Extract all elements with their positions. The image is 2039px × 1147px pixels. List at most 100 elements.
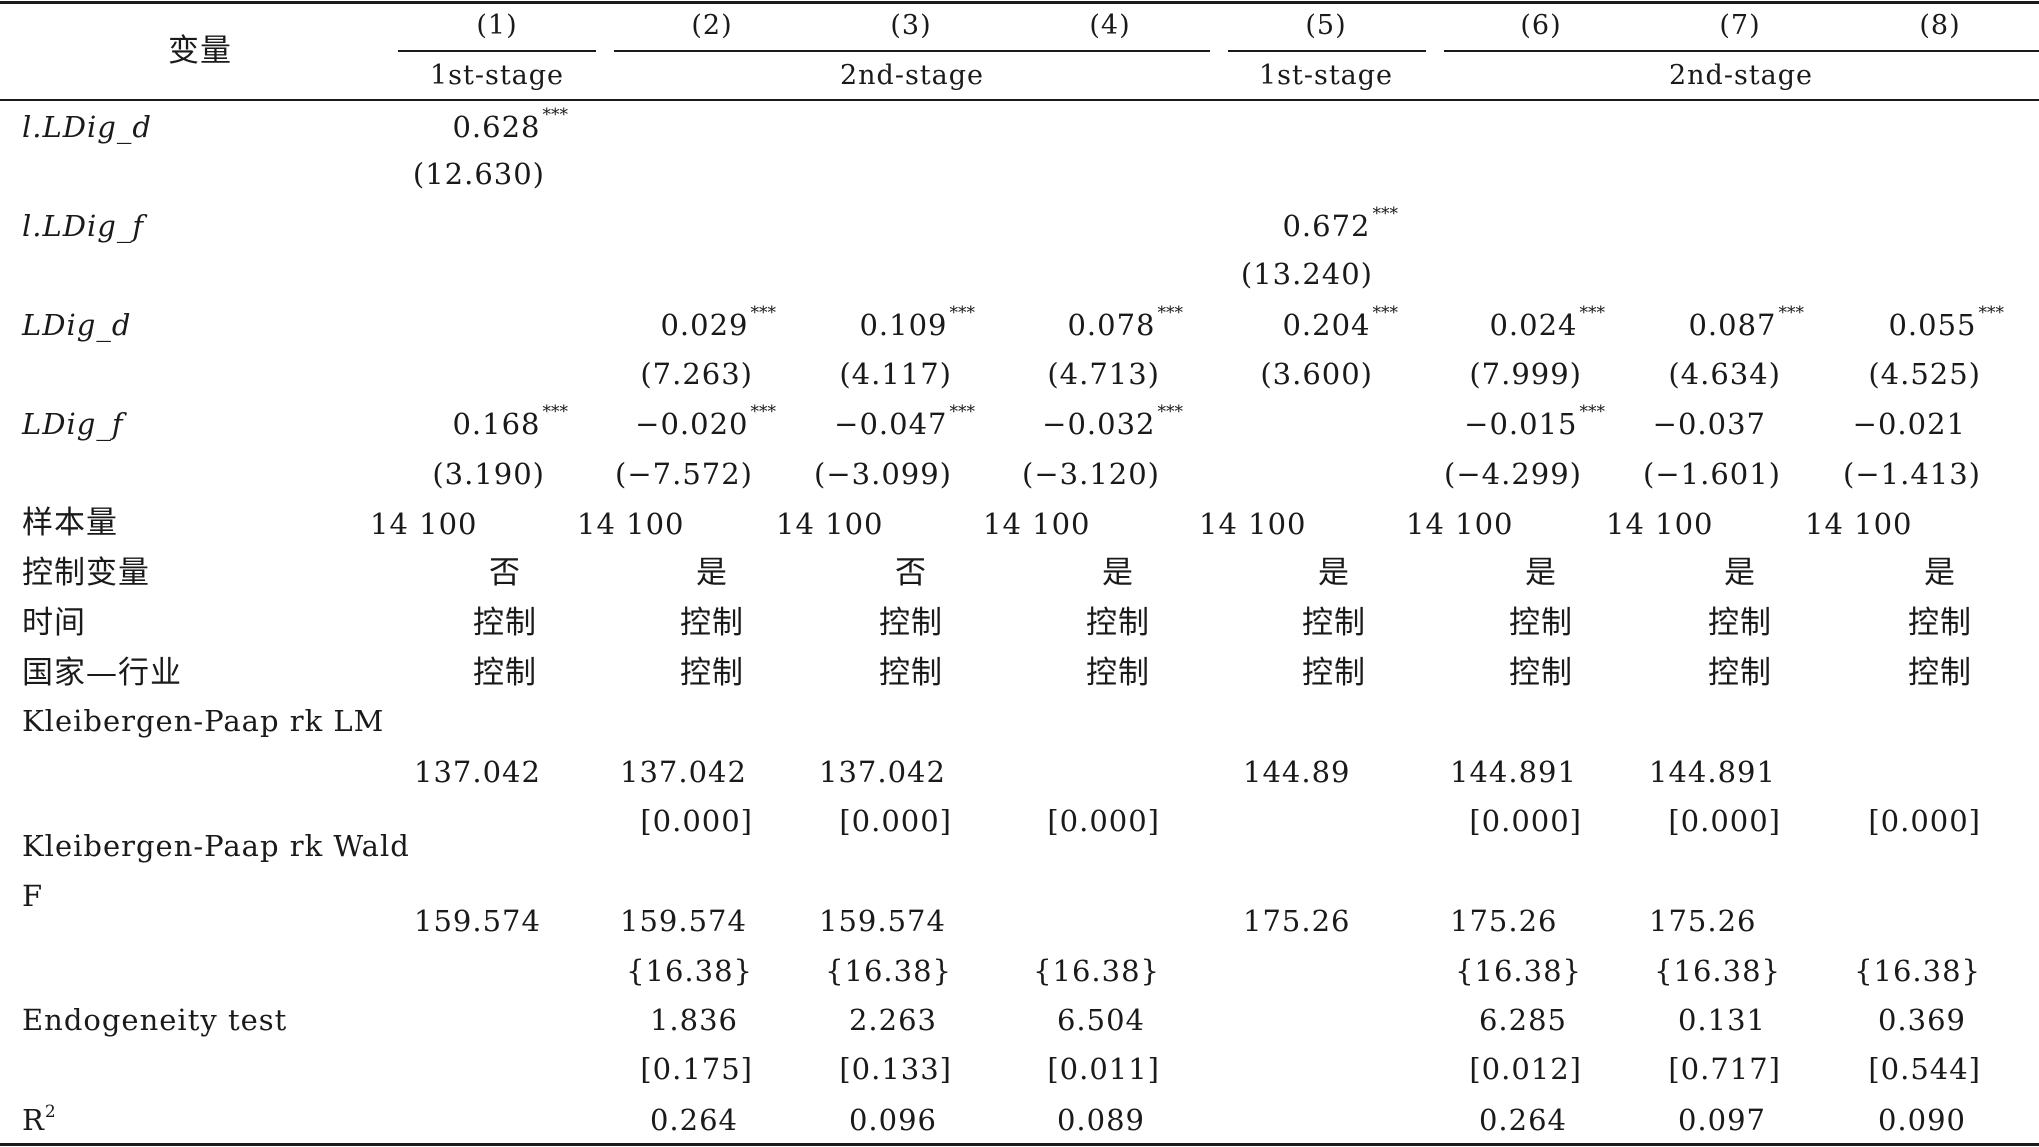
cell-l-ldig-f-c5: 0.672 ***	[1282, 204, 1398, 243]
cell-kpwald-cv-c7: {16.38}	[1654, 954, 1781, 988]
cell-n-c6: 14 100	[1406, 507, 1514, 541]
cell-ldig-f-c2: −0.020 ***	[635, 402, 776, 441]
cell-kplm-c6: 144.891	[1450, 755, 1577, 789]
cell-endog-c8: 0.369	[1877, 1003, 1966, 1037]
cell-kpwald-cv-c2: {16.38}	[626, 954, 753, 988]
cell-kplm-c1: 137.042	[414, 755, 541, 789]
cell-kplm-p-c2: [0.000]	[640, 804, 753, 838]
col-header-6: (6)	[1520, 10, 1562, 41]
cell-ldig-d-c2: 0.029 ***	[660, 303, 776, 342]
cell-ldig-f-c7: −0.037	[1652, 407, 1766, 441]
cell-endog-p-c8: [0.544]	[1868, 1052, 1981, 1086]
cell-ci-c2: 控制	[680, 655, 744, 691]
row-label-kp-wald-1: Kleibergen-Paap rk Wald	[22, 829, 410, 863]
cell-ldig-d-c5: 0.204 ***	[1282, 303, 1398, 342]
cell-controls-c7: 是	[1724, 555, 1756, 591]
cell-ci-c1: 控制	[473, 655, 537, 691]
cell-endog-c6: 6.285	[1478, 1003, 1567, 1037]
cell-n-c3: 14 100	[776, 507, 884, 541]
cell-kpwald-c3: 159.574	[819, 904, 946, 938]
cell-kplm-p-c7: [0.000]	[1668, 804, 1781, 838]
cell-ldig-f-c3: −0.047 ***	[834, 402, 975, 441]
cell-n-c1: 14 100	[370, 507, 478, 541]
cell-ldig-f-c1-t: (3.190)	[432, 457, 545, 491]
cell-time-c6: 控制	[1509, 605, 1573, 641]
row-label-ldig-f: LDig_f	[22, 407, 124, 441]
cell-kpwald-cv-c3: {16.38}	[825, 954, 952, 988]
cell-ldig-d-c5-t: (3.600)	[1260, 357, 1373, 391]
cell-kpwald-c7: 175.26	[1649, 904, 1757, 938]
cell-endog-p-c2: [0.175]	[640, 1052, 753, 1086]
cell-time-c7: 控制	[1708, 605, 1772, 641]
row-label-kp-wald-2: F	[22, 879, 44, 913]
cell-ldig-f-c6-t: (−4.299)	[1444, 457, 1582, 491]
row-label-endogeneity: Endogeneity test	[22, 1003, 288, 1037]
col-header-5: (5)	[1305, 10, 1347, 41]
cell-time-c2: 控制	[680, 605, 744, 641]
cell-ldig-d-c6-t: (7.999)	[1469, 357, 1582, 391]
r2-superscript: 2	[44, 1102, 57, 1122]
cell-ci-c3: 控制	[879, 655, 943, 691]
cell-ldig-d-c4: 0.078 ***	[1067, 303, 1183, 342]
cell-r2-c4: 0.089	[1056, 1103, 1145, 1137]
row-label-kp-lm: Kleibergen-Paap rk LM	[22, 704, 385, 738]
cell-ldig-d-c8: 0.055 ***	[1888, 303, 2004, 342]
cell-ldig-f-c2-t: (−7.572)	[615, 457, 753, 491]
stage-label-2: 2nd-stage	[839, 60, 985, 91]
cell-r2-c6: 0.264	[1478, 1103, 1567, 1137]
cell-ldig-d-c7-t: (4.634)	[1668, 357, 1781, 391]
cell-controls-c1: 否	[489, 555, 521, 591]
cell-r2-c7: 0.097	[1677, 1103, 1766, 1137]
cell-ldig-d-c6: 0.024 ***	[1489, 303, 1605, 342]
cell-kpwald-c5: 175.26	[1243, 904, 1351, 938]
cell-kpwald-c6: 175.26	[1450, 904, 1558, 938]
stage-label-1: 1st-stage	[429, 60, 565, 91]
cell-controls-c5: 是	[1318, 555, 1350, 591]
stage-label-4: 2nd-stage	[1668, 60, 1814, 91]
cell-ldig-f-c8: −0.021	[1852, 407, 1966, 441]
row-label-r2: R2	[22, 1103, 57, 1137]
row-label-l-ldig-f: l.LDig_f	[22, 209, 145, 243]
cell-ldig-f-c4-t: (−3.120)	[1022, 457, 1160, 491]
bottom-rule	[0, 1143, 2039, 1146]
cell-kpwald-c2: 159.574	[620, 904, 747, 938]
cell-endog-c2: 1.836	[649, 1003, 738, 1037]
cell-ldig-f-c7-t: (−1.601)	[1643, 457, 1781, 491]
stage-underline-3	[1228, 50, 1426, 52]
col-header-7: (7)	[1719, 10, 1761, 41]
cell-kplm-c3: 137.042	[819, 755, 946, 789]
cell-n-c4: 14 100	[983, 507, 1091, 541]
row-label-sample-size: 样本量	[22, 505, 118, 541]
cell-time-c5: 控制	[1302, 605, 1366, 641]
col-header-1: (1)	[476, 10, 518, 41]
cell-ldig-d-c8-t: (4.525)	[1868, 357, 1981, 391]
cell-time-c3: 控制	[879, 605, 943, 641]
row-label-ldig-d: LDig_d	[22, 308, 132, 342]
cell-time-c4: 控制	[1086, 605, 1150, 641]
cell-ci-c8: 控制	[1908, 655, 1972, 691]
cell-n-c8: 14 100	[1805, 507, 1913, 541]
cell-l-ldig-f-c5-t: (13.240)	[1240, 257, 1373, 291]
cell-controls-c4: 是	[1102, 555, 1134, 591]
cell-ldig-d-c3: 0.109 ***	[859, 303, 975, 342]
cell-controls-c8: 是	[1924, 555, 1956, 591]
row-label-l-ldig-d: l.LDig_d	[22, 110, 152, 144]
col-header-3: (3)	[890, 10, 932, 41]
cell-time-c1: 控制	[473, 605, 537, 641]
cell-r2-c8: 0.090	[1877, 1103, 1966, 1137]
cell-ldig-f-c3-t: (−3.099)	[814, 457, 952, 491]
variable-header: 变量	[168, 33, 232, 69]
cell-kpwald-cv-c6: {16.38}	[1455, 954, 1582, 988]
cell-kpwald-cv-c8: {16.38}	[1854, 954, 1981, 988]
cell-n-c7: 14 100	[1606, 507, 1714, 541]
col-header-8: (8)	[1919, 10, 1961, 41]
cell-endog-p-c4: [0.011]	[1047, 1052, 1160, 1086]
cell-time-c8: 控制	[1908, 605, 1972, 641]
cell-n-c5: 14 100	[1199, 507, 1307, 541]
r2-label: R	[22, 1103, 45, 1137]
cell-controls-c3: 否	[895, 555, 927, 591]
cell-kpwald-cv-c4: {16.38}	[1033, 954, 1160, 988]
top-rule	[0, 1, 2039, 4]
cell-ldig-f-c1: 0.168 ***	[452, 402, 568, 441]
cell-endog-c3: 2.263	[848, 1003, 937, 1037]
